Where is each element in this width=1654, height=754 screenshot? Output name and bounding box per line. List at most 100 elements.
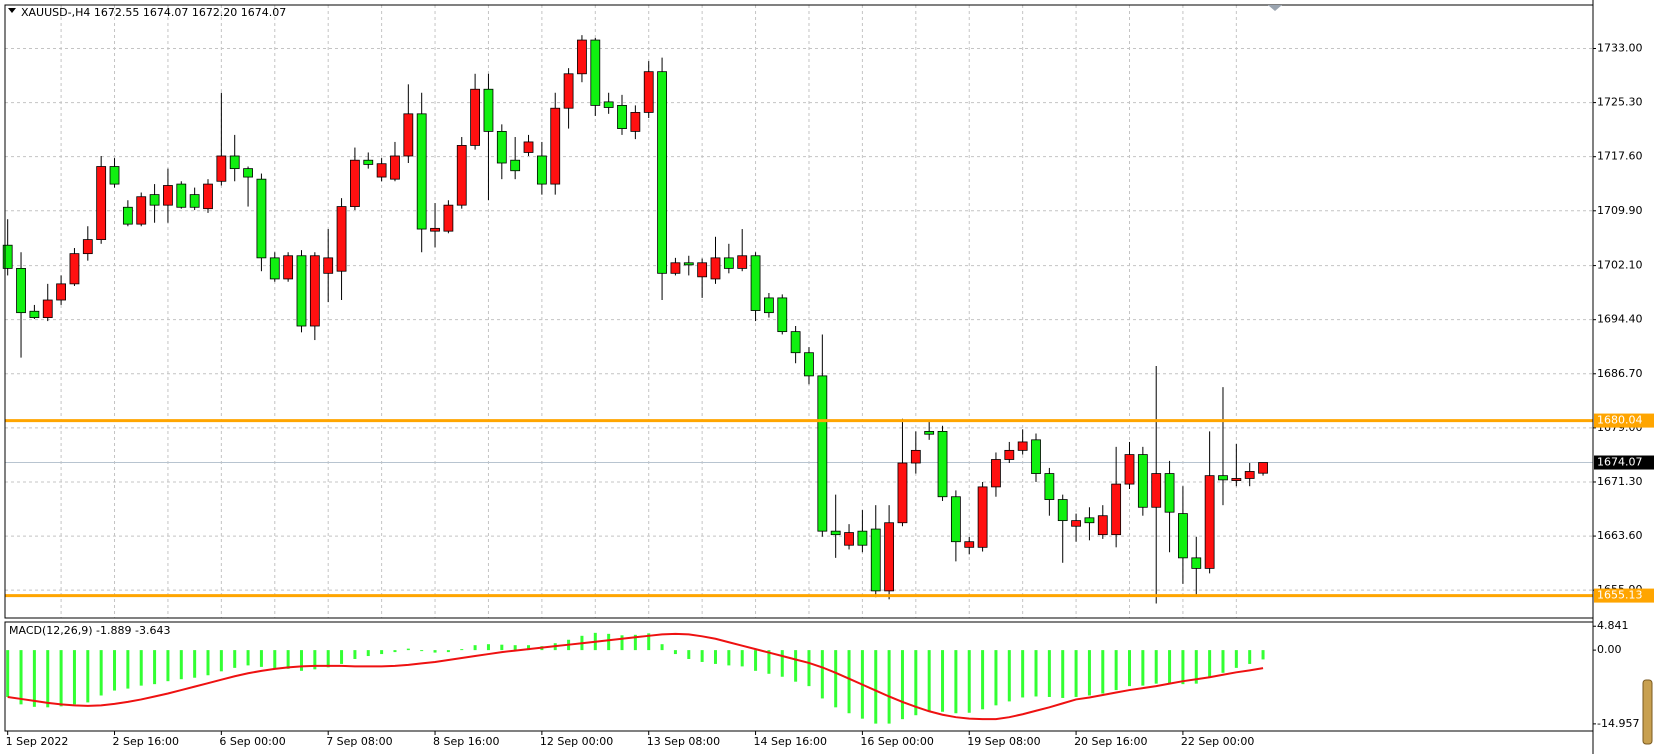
macd-histogram-bar [166, 650, 170, 682]
macd-histogram-bar [700, 650, 704, 662]
x-tick-label: 1 Sep 2022 [6, 735, 69, 748]
macd-histogram-bar [994, 650, 998, 706]
candle-body [857, 530, 868, 546]
macd-histogram-bar [847, 650, 851, 714]
candle-body [737, 255, 748, 269]
macd-histogram-bar [326, 650, 330, 668]
candle-body [483, 88, 494, 132]
level-label-box [1594, 413, 1654, 428]
macd-histogram-bar [727, 650, 731, 666]
macd-histogram-bar [1168, 650, 1172, 684]
candle-body [1218, 475, 1228, 481]
candle-body [670, 262, 681, 274]
chart-title: XAUUSD-,H4 1672.55 1674.07 1672.20 1674.… [21, 6, 286, 19]
macd-histogram-bar [513, 645, 517, 651]
macd-histogram-bar [927, 650, 931, 712]
candle-body [56, 283, 66, 301]
candle-body [416, 113, 427, 230]
x-tick-label: 2 Sep 16:00 [113, 735, 179, 748]
candle-body [897, 462, 908, 524]
macd-histogram-bar [834, 650, 838, 708]
macd-histogram-bar [914, 650, 918, 716]
x-tick-label: 6 Sep 00:00 [219, 735, 285, 748]
macd-histogram-bar [794, 650, 798, 682]
macd-histogram-bar [72, 650, 76, 705]
macd-histogram-bar [1194, 650, 1198, 684]
x-tick-label: 8 Sep 16:00 [433, 735, 499, 748]
candle-body [1244, 471, 1255, 479]
candle-body [470, 88, 481, 146]
candle-body [563, 73, 574, 109]
macd-histogram-bar [113, 650, 117, 691]
y-tick-label: 1733.00 [1597, 41, 1643, 54]
candle-body [697, 262, 708, 278]
x-tick-label: 14 Sep 16:00 [754, 735, 827, 748]
macd-histogram-bar [473, 645, 477, 651]
macd-histogram-bar [673, 650, 677, 655]
macd-histogram-bar [767, 650, 771, 674]
candle-body [1124, 454, 1135, 485]
candle-body [830, 530, 841, 536]
macd-histogram-bar [299, 650, 303, 671]
macd-histogram-bar [967, 650, 971, 713]
y-tick-label: 1663.60 [1597, 529, 1643, 542]
macd-title: MACD(12,26,9) -1.889 -3.643 [9, 624, 170, 637]
macd-histogram-bar [874, 650, 878, 724]
macd-histogram-bar [1154, 650, 1158, 684]
macd-histogram-bar [179, 650, 183, 680]
macd-histogram-bar [1087, 650, 1091, 696]
macd-histogram-bar [19, 650, 23, 705]
macd-histogram-bar [607, 633, 611, 651]
chart-shift-marker[interactable] [1268, 5, 1282, 11]
candle-body [643, 71, 654, 113]
y-tick-label: 4.841 [1597, 619, 1629, 632]
macd-histogram-bar [1034, 650, 1038, 697]
macd-histogram-bar [393, 650, 397, 653]
macd-histogram-bar [273, 650, 277, 669]
candle-body [1031, 439, 1041, 474]
y-tick-label: 1686.70 [1597, 367, 1643, 380]
scroll-handle[interactable] [1642, 679, 1653, 745]
macd-histogram-bar [713, 650, 717, 664]
level-label: 1655.13 [1597, 589, 1643, 602]
candle-body [16, 267, 26, 314]
macd-histogram-bar [807, 650, 811, 687]
candle-body [550, 107, 561, 185]
macd-histogram-bar [1047, 650, 1051, 697]
macd-histogram-bar [740, 650, 744, 667]
macd-histogram-bar [340, 650, 344, 664]
macd-signal-line [7, 632, 1264, 721]
macd-histogram-bar [900, 650, 904, 720]
candle-body [683, 262, 694, 266]
candle-body [296, 255, 307, 327]
macd-histogram-bar [1248, 650, 1252, 664]
candle-body [136, 196, 147, 225]
candle-body [323, 257, 334, 274]
macd-histogram-bar [46, 650, 50, 708]
macd-histogram-bar [820, 650, 824, 699]
candle-body [243, 168, 253, 178]
macd-histogram-bar [486, 644, 490, 651]
candle-body [2, 244, 13, 269]
candle-body [203, 183, 213, 210]
macd-histogram-bar [259, 650, 263, 667]
y-tick-label: 1694.40 [1597, 313, 1643, 326]
candle-body [1137, 454, 1148, 508]
symbol-menu-arrow[interactable] [8, 8, 16, 13]
macd-histogram-bar [420, 650, 424, 652]
candle-body [950, 496, 961, 543]
macd-histogram-bar [286, 650, 290, 669]
candle-body [1204, 475, 1215, 569]
macd-histogram-bar [406, 648, 410, 651]
macd-histogram-bar [1261, 650, 1265, 660]
candle-body [122, 206, 133, 225]
x-tick-label: 13 Sep 08:00 [647, 735, 720, 748]
macd-histogram-bar [1021, 650, 1025, 698]
candle-body [1057, 499, 1068, 522]
y-tick-label: 1725.30 [1597, 96, 1643, 109]
candle-body [937, 430, 948, 498]
candle-body [603, 101, 614, 108]
candle-body [523, 141, 534, 153]
macd-histogram-bar [1074, 650, 1078, 697]
candle-body [163, 185, 173, 206]
